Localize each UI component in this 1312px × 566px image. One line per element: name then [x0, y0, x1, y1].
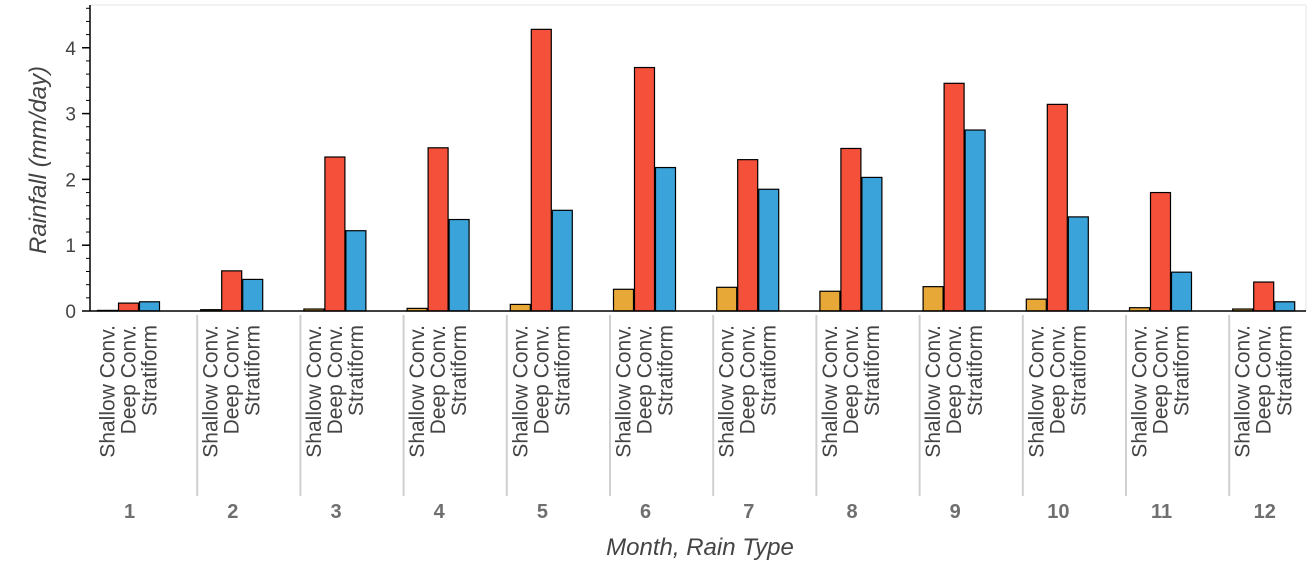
bar-month-2-deep-conv [221, 270, 243, 312]
y-axis-title: Rainfall (mm/day) [25, 66, 52, 254]
group-label-month: 4 [434, 501, 446, 523]
group-label-month: 12 [1254, 501, 1276, 523]
bar-month-8-deep-conv [840, 147, 862, 312]
category-label: Stratiform [1171, 325, 1194, 416]
bar-month-3-stratiform [345, 230, 367, 312]
category-label: Shallow Conv. [97, 325, 120, 458]
category-label: Stratiform [655, 325, 678, 416]
bar-month-7-stratiform [758, 188, 780, 312]
group-label-month: 11 [1151, 501, 1172, 523]
group-label-month: 10 [1047, 501, 1069, 523]
category-label: Deep Conv. [221, 325, 244, 434]
category-label: Shallow Conv. [200, 325, 223, 458]
category-label: Stratiform [861, 325, 884, 416]
category-label: Deep Conv. [943, 325, 966, 434]
bar-month-7-shallow-conv [716, 286, 738, 312]
group-label-month: 7 [743, 501, 754, 523]
category-label: Shallow Conv. [1232, 325, 1255, 458]
category-label: Deep Conv. [1046, 325, 1069, 434]
bar-month-3-deep-conv [324, 156, 346, 312]
bar-month-5-stratiform [551, 209, 573, 312]
bar-month-1-stratiform [138, 301, 161, 312]
bar-month-9-deep-conv [943, 82, 965, 312]
category-label: Deep Conv. [1253, 325, 1276, 434]
category-label: Stratiform [758, 325, 781, 416]
bar-month-5-deep-conv [530, 28, 552, 312]
bar-month-11-deep-conv [1149, 191, 1172, 312]
bar-month-10-deep-conv [1046, 103, 1068, 312]
category-label: Deep Conv. [634, 325, 657, 434]
group-label-month: 8 [846, 501, 857, 523]
group-label-month: 9 [950, 501, 961, 523]
bar-month-8-shallow-conv [819, 290, 841, 312]
category-label: Deep Conv. [530, 325, 553, 434]
category-label: Shallow Conv. [1025, 325, 1048, 458]
bar-month-1-deep-conv [117, 302, 140, 312]
y-tick-label: 4 [65, 39, 76, 60]
bar-month-12-stratiform [1274, 301, 1296, 312]
category-label: Stratiform [345, 325, 368, 416]
category-label: Stratiform [242, 325, 265, 416]
category-label: Stratiform [1067, 325, 1090, 416]
category-label: Shallow Conv. [716, 325, 739, 458]
x-axis-title: Month, Rain Type [606, 534, 794, 561]
category-label: Deep Conv. [118, 325, 141, 434]
y-tick-label: 0 [65, 302, 76, 323]
category-label: Shallow Conv. [922, 325, 945, 458]
y-tick-label: 1 [65, 236, 76, 257]
group-label-month: 5 [537, 501, 548, 523]
category-label: Shallow Conv. [509, 325, 532, 458]
category-label: Shallow Conv. [1129, 325, 1152, 458]
y-tick-label: 3 [65, 105, 76, 126]
bar-month-11-stratiform [1170, 271, 1193, 312]
group-label-month: 1 [124, 501, 135, 523]
category-label: Shallow Conv. [406, 325, 429, 458]
bar-month-12-deep-conv [1253, 281, 1275, 312]
bar-month-5-shallow-conv [509, 303, 531, 312]
bar-month-7-deep-conv [737, 159, 759, 312]
y-tick-label: 2 [65, 170, 76, 191]
bar-month-6-shallow-conv [612, 288, 635, 312]
category-label: Stratiform [1274, 325, 1297, 416]
category-label: Shallow Conv. [613, 325, 636, 458]
bar-month-8-stratiform [861, 176, 883, 312]
bar-month-9-shallow-conv [922, 286, 944, 312]
bar-month-9-stratiform [964, 129, 986, 312]
bar-month-2-stratiform [242, 278, 264, 312]
bar-month-4-deep-conv [427, 147, 449, 312]
category-label: Deep Conv. [427, 325, 450, 434]
bar-month-6-stratiform [654, 166, 677, 312]
category-label: Stratiform [448, 325, 471, 416]
group-label-month: 2 [227, 501, 238, 523]
bar-month-6-deep-conv [633, 66, 656, 312]
group-label-month: 6 [640, 501, 651, 523]
category-label: Shallow Conv. [819, 325, 842, 458]
category-label: Stratiform [964, 325, 987, 416]
category-label: Deep Conv. [737, 325, 760, 434]
category-label: Deep Conv. [324, 325, 347, 434]
category-label: Deep Conv. [840, 325, 863, 434]
category-label: Stratiform [139, 325, 162, 416]
bar-month-4-stratiform [448, 218, 470, 312]
category-label: Deep Conv. [1150, 325, 1173, 434]
category-label: Shallow Conv. [303, 325, 326, 458]
bar-month-10-stratiform [1067, 216, 1089, 312]
group-label-month: 3 [330, 501, 341, 523]
category-label: Stratiform [551, 325, 574, 416]
bar-month-10-shallow-conv [1025, 298, 1047, 312]
